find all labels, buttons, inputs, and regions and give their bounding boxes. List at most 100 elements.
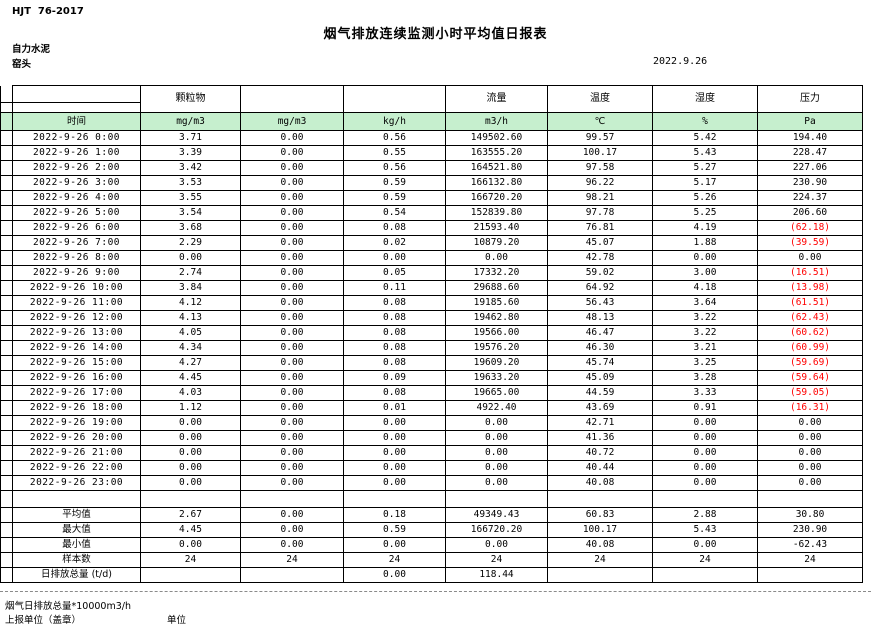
gutter-cell: [0, 190, 13, 206]
value-cell: 194.40: [757, 130, 863, 146]
value-cell: 230.90: [757, 522, 863, 538]
gutter-cell: [0, 370, 13, 386]
col-group-pressure: 压力: [757, 85, 863, 113]
hourly-row: 2022-9-26 16:00 4.45 0.00 0.09 19633.20 45.09…: [0, 370, 863, 386]
unit-pm-kgh: kg/h: [343, 112, 446, 131]
value-cell: 0.08: [343, 310, 446, 326]
value-cell: 10879.20: [445, 235, 548, 251]
col-group-pm: 颗粒物: [140, 85, 241, 113]
value-cell: 21593.40: [445, 220, 548, 236]
hourly-row: 2022-9-26 2:00 3.42 0.00 0.56 164521.80 97.58…: [0, 160, 863, 176]
value-cell: 0.00: [140, 537, 241, 553]
value-cell: 19576.20: [445, 340, 548, 356]
gutter-cell: [0, 445, 13, 461]
value-cell: 19185.60: [445, 295, 548, 311]
value-cell: 149502.60: [445, 130, 548, 146]
value-cell: 0.08: [343, 295, 446, 311]
value-cell: 3.68: [140, 220, 241, 236]
value-cell: 96.22: [547, 175, 653, 191]
value-cell: 5.43: [652, 522, 758, 538]
gutter-cell: [0, 205, 13, 221]
hourly-row: 2022-9-26 19:00 0.00 0.00 0.00 0.00 42.71 0.00…: [0, 415, 863, 431]
col-group-flow: 流量: [445, 85, 548, 113]
value-cell: 0.18: [343, 507, 446, 523]
value-cell: 4.45: [140, 522, 241, 538]
time-cell: 2022-9-26 22:00: [12, 460, 141, 476]
value-cell: 2.74: [140, 265, 241, 281]
footer-note: 烟气日排放总量*10000m3/h: [5, 601, 131, 612]
value-cell: 3.39: [140, 145, 241, 161]
value-cell: 2.88: [652, 507, 758, 523]
value-cell: 40.08: [547, 537, 653, 553]
gutter-cell: [0, 265, 13, 281]
time-cell: 2022-9-26 7:00: [12, 235, 141, 251]
value-cell: 40.44: [547, 460, 653, 476]
value-cell: 30.80: [757, 507, 863, 523]
value-cell: 0.00: [240, 205, 344, 221]
gutter-cell: [0, 355, 13, 371]
value-cell: 0.00: [652, 445, 758, 461]
hourly-row: 2022-9-26 8:00 0.00 0.00 0.00 0.00 42.78 0.00 0…: [0, 250, 863, 266]
empty-cell: [12, 490, 141, 508]
value-cell: 0.59: [343, 190, 446, 206]
value-cell: 228.47: [757, 145, 863, 161]
unit-flow: m3/h: [445, 112, 548, 131]
summary-row: 平均值 2.67 0.00 0.18 49349.43 60.83 2.88 30.80: [0, 507, 863, 523]
value-cell: 0.00: [240, 355, 344, 371]
header-group-row: 颗粒物 流量 温度 湿度 压力: [0, 85, 863, 113]
time-cell: 2022-9-26 9:00: [12, 265, 141, 281]
value-cell: 3.21: [652, 340, 758, 356]
time-cell: 2022-9-26 6:00: [12, 220, 141, 236]
value-cell: 5.26: [652, 190, 758, 206]
value-cell: 0.00: [652, 460, 758, 476]
gutter-cell: [0, 340, 13, 356]
time-cell: 2022-9-26 0:00: [12, 130, 141, 146]
value-cell: 4922.40: [445, 400, 548, 416]
time-cell: 2022-9-26 19:00: [12, 415, 141, 431]
value-cell: 0.00: [240, 325, 344, 341]
empty-cell: [757, 490, 863, 508]
value-cell: 0.56: [343, 130, 446, 146]
gutter-cell: [0, 400, 13, 416]
value-cell: 0.00: [445, 460, 548, 476]
value-cell: 0.00: [240, 400, 344, 416]
value-cell: 19665.00: [445, 385, 548, 401]
value-cell: 0.00: [240, 445, 344, 461]
value-cell: 0.00: [652, 475, 758, 491]
time-cell: 2022-9-26 20:00: [12, 430, 141, 446]
col-group-empty-2: [343, 85, 446, 113]
empty-cell: [445, 490, 548, 508]
value-cell: 0.00: [240, 295, 344, 311]
time-cell: 2022-9-26 21:00: [12, 445, 141, 461]
gutter-cell: [0, 112, 13, 131]
summary-tbody: 平均值 2.67 0.00 0.18 49349.43 60.83 2.88 30.80 最大值…: [0, 507, 863, 583]
value-cell: 99.57: [547, 130, 653, 146]
value-cell: 40.08: [547, 475, 653, 491]
time-cell: 2022-9-26 18:00: [12, 400, 141, 416]
value-cell: 59.02: [547, 265, 653, 281]
value-cell: 100.17: [547, 522, 653, 538]
page-title: 烟气排放连续监测小时平均值日报表: [323, 27, 548, 42]
hourly-row: 2022-9-26 21:00 0.00 0.00 0.00 0.00 40.72 0.00…: [0, 445, 863, 461]
value-cell: 24: [547, 552, 653, 568]
report-org-label: 上报单位（盖章）: [5, 615, 82, 626]
value-cell: 0.00: [240, 430, 344, 446]
value-cell: 4.19: [652, 220, 758, 236]
value-cell: 0.00: [140, 250, 241, 266]
gutter-cell: [0, 280, 13, 296]
value-cell: 230.90: [757, 175, 863, 191]
value-cell: 0.00: [652, 537, 758, 553]
value-cell: 0.00: [445, 475, 548, 491]
company-name: 自力水泥: [12, 44, 51, 55]
gutter-cell: [0, 145, 13, 161]
value-cell: 3.64: [652, 295, 758, 311]
value-cell: 0.00: [240, 250, 344, 266]
value-cell: 0.00: [240, 475, 344, 491]
summary-row: 日排放总量 (t/d) 0.00 118.44: [0, 567, 863, 583]
value-cell: 0.00: [757, 475, 863, 491]
value-cell: (59.05): [757, 385, 863, 401]
value-cell: 0.00: [140, 445, 241, 461]
value-cell: (59.64): [757, 370, 863, 386]
value-cell: 3.71: [140, 130, 241, 146]
hourly-row: 2022-9-26 18:00 1.12 0.00 0.01 4922.40 43.69 0…: [0, 400, 863, 416]
